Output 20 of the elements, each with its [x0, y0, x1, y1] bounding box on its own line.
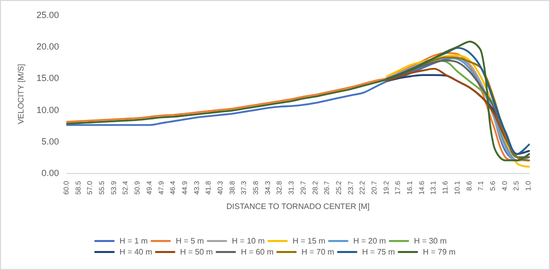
y-tick-label: 5.00 — [41, 136, 59, 146]
legend-label: H = 40 m — [119, 248, 152, 256]
y-tick-label: 20.00 — [36, 42, 59, 52]
legend-label: H = 75 m — [362, 248, 396, 256]
legend-label: H = 20 m — [353, 236, 386, 246]
legend-label: H = 79 m — [422, 248, 456, 256]
legend-label: H = 15 m — [292, 236, 326, 246]
y-tick-label: 25.00 — [36, 10, 59, 20]
x-axis-title: DISTANCE TO TORNADO CENTER [M] — [226, 202, 370, 212]
y-tick-label: 15.00 — [36, 73, 59, 84]
legend-label: H = 70 m — [302, 248, 335, 256]
legend-label: H = 10 m — [232, 236, 265, 246]
y-axis-title: VELOCITY [M/S] — [16, 64, 26, 124]
legend-label: H = 1 m — [119, 236, 148, 246]
y-tick-label: 10.00 — [36, 104, 59, 115]
y-tick-label: 0.00 — [41, 168, 59, 178]
legend-label: H = 50 m — [180, 248, 214, 256]
legend-label: H = 60 m — [240, 248, 274, 256]
legend-label: H = 5 m — [176, 236, 204, 246]
legend-label: H = 30 m — [414, 236, 447, 246]
